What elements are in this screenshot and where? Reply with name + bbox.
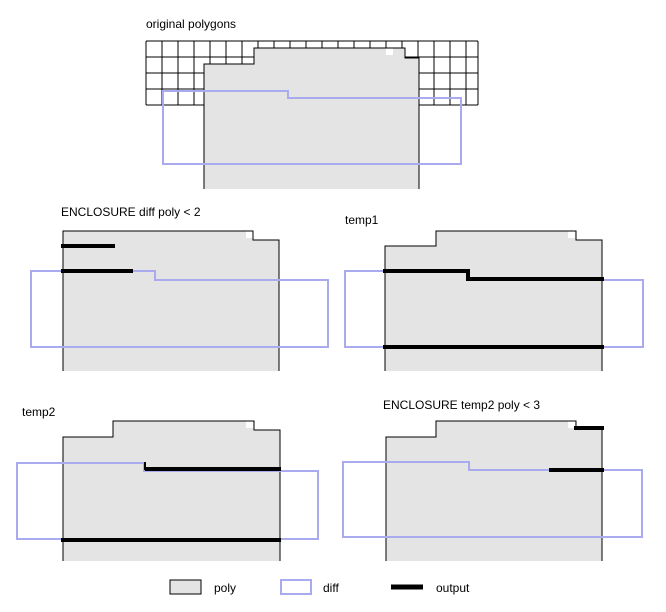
poly-shape — [63, 231, 279, 371]
legend-poly-swatch — [169, 579, 202, 595]
panel-temp1: temp1 — [344, 213, 644, 371]
panel-temp1-title: temp1 — [345, 213, 379, 227]
panel-temp2-title: temp2 — [22, 405, 56, 419]
poly-shape — [385, 231, 602, 371]
poly-outline — [203, 47, 420, 189]
legend: poly diff output — [169, 579, 470, 595]
poly-outline — [62, 420, 281, 561]
poly-notch — [246, 421, 253, 428]
poly-notch — [568, 231, 575, 238]
legend-diff-label: diff — [323, 581, 339, 595]
legend-diff-swatch — [280, 579, 312, 595]
poly-outline — [62, 230, 280, 371]
panel-enclosure-temp2-title: ENCLOSURE temp2 poly < 3 — [383, 398, 540, 412]
diff-shape — [342, 461, 643, 538]
poly-notch — [386, 48, 393, 55]
poly-shape — [386, 421, 602, 561]
diff-shape — [162, 90, 462, 165]
poly-shape — [204, 48, 419, 189]
poly-shape — [63, 421, 280, 561]
panel-enclosure-diff-title: ENCLOSURE diff poly < 2 — [61, 205, 201, 219]
panel-enclosure-temp2: ENCLOSURE temp2 poly < 3 — [342, 398, 643, 561]
poly-notch — [568, 421, 575, 428]
poly-outline — [384, 230, 603, 371]
output-edge — [383, 269, 604, 281]
diff-shape — [30, 270, 329, 348]
panel-original-title: original polygons — [146, 17, 236, 31]
poly-notch — [246, 231, 253, 238]
panel-original: original polygons — [145, 17, 479, 189]
panel-enclosure-diff: ENCLOSURE diff poly < 2 — [30, 205, 329, 371]
legend-output-label: output — [436, 581, 470, 595]
panel-temp2: temp2 — [16, 405, 319, 561]
legend-poly-label: poly — [214, 581, 236, 595]
